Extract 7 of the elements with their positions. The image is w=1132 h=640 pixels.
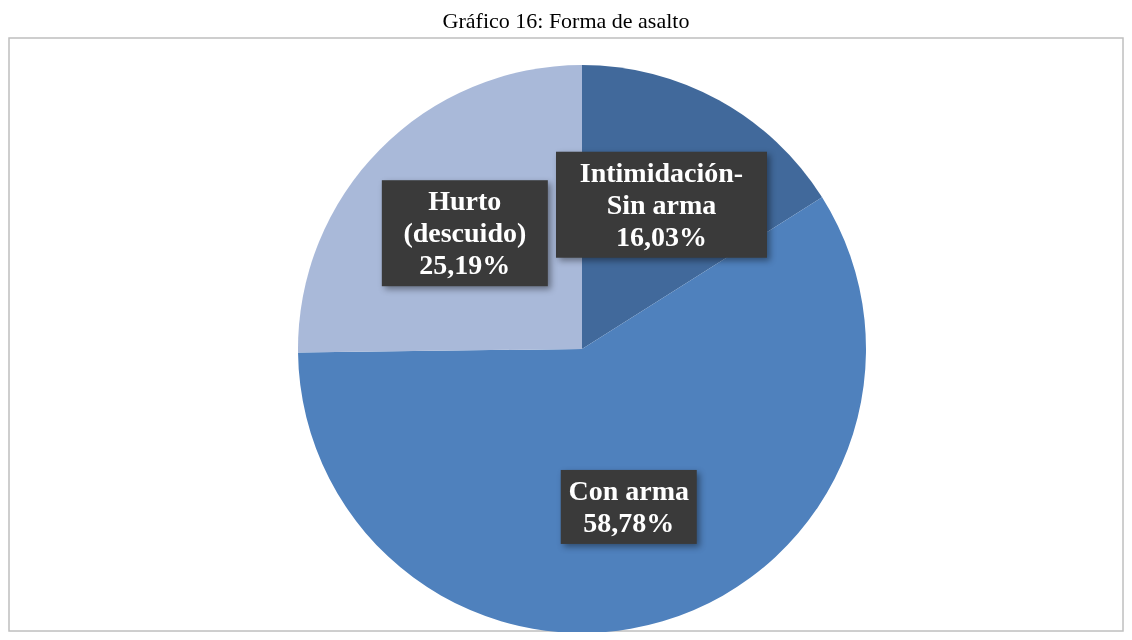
data-label: 58,78%	[583, 506, 675, 538]
chart-title: Gráfico 16: Forma de asalto	[441, 8, 691, 34]
data-label: 16,03%	[615, 220, 707, 252]
slice-label: Intimidación-Sin arma	[579, 156, 744, 220]
slice-label: Hurto (descuido)	[403, 185, 527, 249]
slice-label: Con arma	[568, 474, 690, 506]
data-label: 25,19%	[419, 249, 511, 281]
